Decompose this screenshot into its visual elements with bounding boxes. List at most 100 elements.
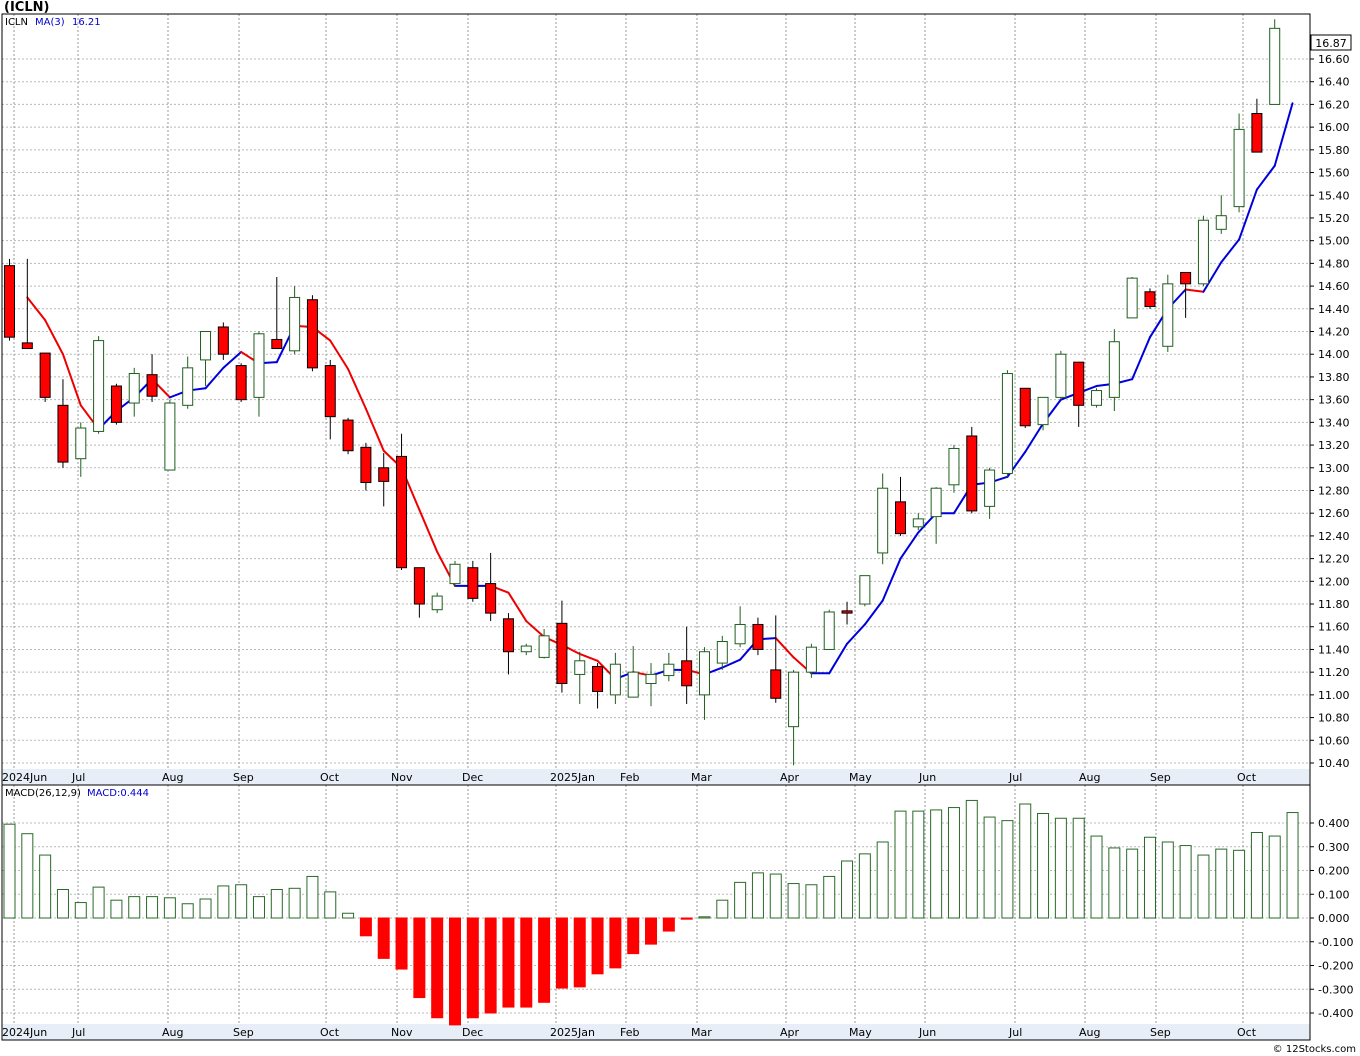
candle-body [485, 583, 497, 614]
ma3-segment [899, 531, 920, 560]
candle [1037, 396, 1049, 431]
last-price-box: 16.87 [1310, 34, 1352, 51]
macd-bar [965, 799, 978, 919]
candle [146, 354, 158, 402]
candle [93, 336, 105, 434]
candle-body [1126, 277, 1138, 319]
candle [1269, 19, 1281, 105]
candle-body [467, 567, 479, 599]
price-month-label: Aug [1079, 771, 1100, 784]
candle [396, 433, 408, 570]
macd-y-tick-label: 0.400 [1318, 817, 1350, 830]
candle-body [912, 518, 924, 528]
price-y-tick-label: 11.60 [1318, 621, 1350, 634]
macd-bar [805, 884, 818, 919]
price-grid [2, 14, 1310, 769]
candle [1001, 370, 1013, 477]
candle-body [1215, 215, 1227, 230]
macd-bar [1126, 848, 1139, 919]
macd-bar [645, 917, 658, 945]
candle-body [110, 385, 122, 423]
macd-bar [1161, 841, 1174, 919]
price-y-tick-label: 15.60 [1318, 167, 1350, 180]
macd-bar [716, 899, 729, 919]
candle-body [1019, 387, 1031, 427]
ma3-segment [1255, 164, 1276, 191]
candle-body [1180, 271, 1192, 285]
price-y-tick-label: 11.20 [1318, 666, 1350, 679]
candle-body [770, 669, 782, 699]
macd-bar [484, 917, 497, 1014]
price-month-label: May [849, 771, 872, 784]
ma3-segment [525, 620, 546, 638]
price-y-tick-label: 12.60 [1318, 507, 1350, 520]
macd-bar [769, 873, 782, 919]
candle-body [342, 419, 354, 452]
macd-month-label: Aug [1079, 1026, 1100, 1039]
candle [770, 615, 782, 703]
price-month-label: Aug [162, 771, 183, 784]
candle [805, 643, 817, 678]
price-y-tick-label: 13.00 [1318, 462, 1350, 475]
macd-bar [502, 917, 515, 1008]
price-y-tick-label: 10.40 [1318, 757, 1350, 770]
macd-month-label: Aug [162, 1026, 183, 1039]
macd-y-axis: 0.400 0.300 0.200 0.100 0.000 -0.100 -0.200 -0.… [1310, 817, 1353, 1020]
candle-body [1251, 113, 1263, 153]
candle [948, 445, 960, 493]
macd-month-label: Apr [780, 1026, 800, 1039]
macd-bar [449, 917, 461, 1026]
macd-bar [395, 917, 408, 970]
price-month-label: 2024Jun [2, 771, 47, 784]
ma3-segment [863, 599, 884, 626]
macd-bar [734, 881, 747, 919]
candle-body [1197, 219, 1209, 285]
macd-month-label: Sep [233, 1026, 254, 1039]
macd-bar [39, 854, 52, 919]
price-y-tick-label: 15.80 [1318, 144, 1350, 157]
macd-bar [92, 886, 105, 919]
macd-bar [680, 917, 693, 920]
candle [912, 513, 924, 531]
candle-body [128, 373, 140, 404]
price-month-label: Jul [71, 771, 85, 784]
macd-month-label: 2024Jun [2, 1026, 47, 1039]
macd-panel: 0.400 0.300 0.200 0.100 0.000 -0.100 -0.200 -0.… [1, 784, 1353, 1041]
candle [752, 617, 764, 656]
ma3-segment [61, 353, 82, 407]
candle [235, 363, 247, 402]
candle-body [324, 365, 336, 418]
ma3-segment [721, 658, 742, 669]
candle [1019, 387, 1031, 429]
candle [39, 352, 51, 402]
macd-bar [413, 917, 426, 999]
ma3-segment [1184, 288, 1205, 293]
price-month-label: Feb [620, 771, 639, 784]
candle-body [609, 663, 621, 696]
price-y-tick-label: 12.40 [1318, 530, 1350, 543]
candle [663, 652, 675, 682]
candle [627, 646, 639, 698]
candle-body [1001, 373, 1013, 474]
macd-bar [555, 917, 568, 989]
candle-body [413, 567, 425, 605]
macd-bar [128, 896, 141, 919]
candle [431, 592, 443, 614]
macd-bar [1143, 836, 1156, 919]
macd-y-tick-label: -0.100 [1318, 936, 1353, 949]
ma3-segment [364, 407, 385, 452]
price-month-labels: 2024Jun Jul Aug Sep Oct Nov Dec 2025Jan Feb Mar Ap… [2, 771, 1257, 784]
price-y-tick-label: 16.20 [1318, 98, 1350, 111]
ma3-segment [347, 367, 367, 410]
price-y-tick-label: 15.40 [1318, 189, 1350, 202]
candle [182, 356, 194, 409]
macd-month-label: Jul [71, 1026, 85, 1039]
candle-body [57, 404, 69, 463]
candle [21, 258, 33, 350]
ma3-segment [1238, 188, 1258, 241]
candle-body [146, 374, 158, 397]
macd-bar [787, 883, 800, 919]
macd-bar [163, 897, 176, 919]
price-y-tick-label: 11.00 [1318, 689, 1350, 702]
candle [1162, 274, 1174, 352]
